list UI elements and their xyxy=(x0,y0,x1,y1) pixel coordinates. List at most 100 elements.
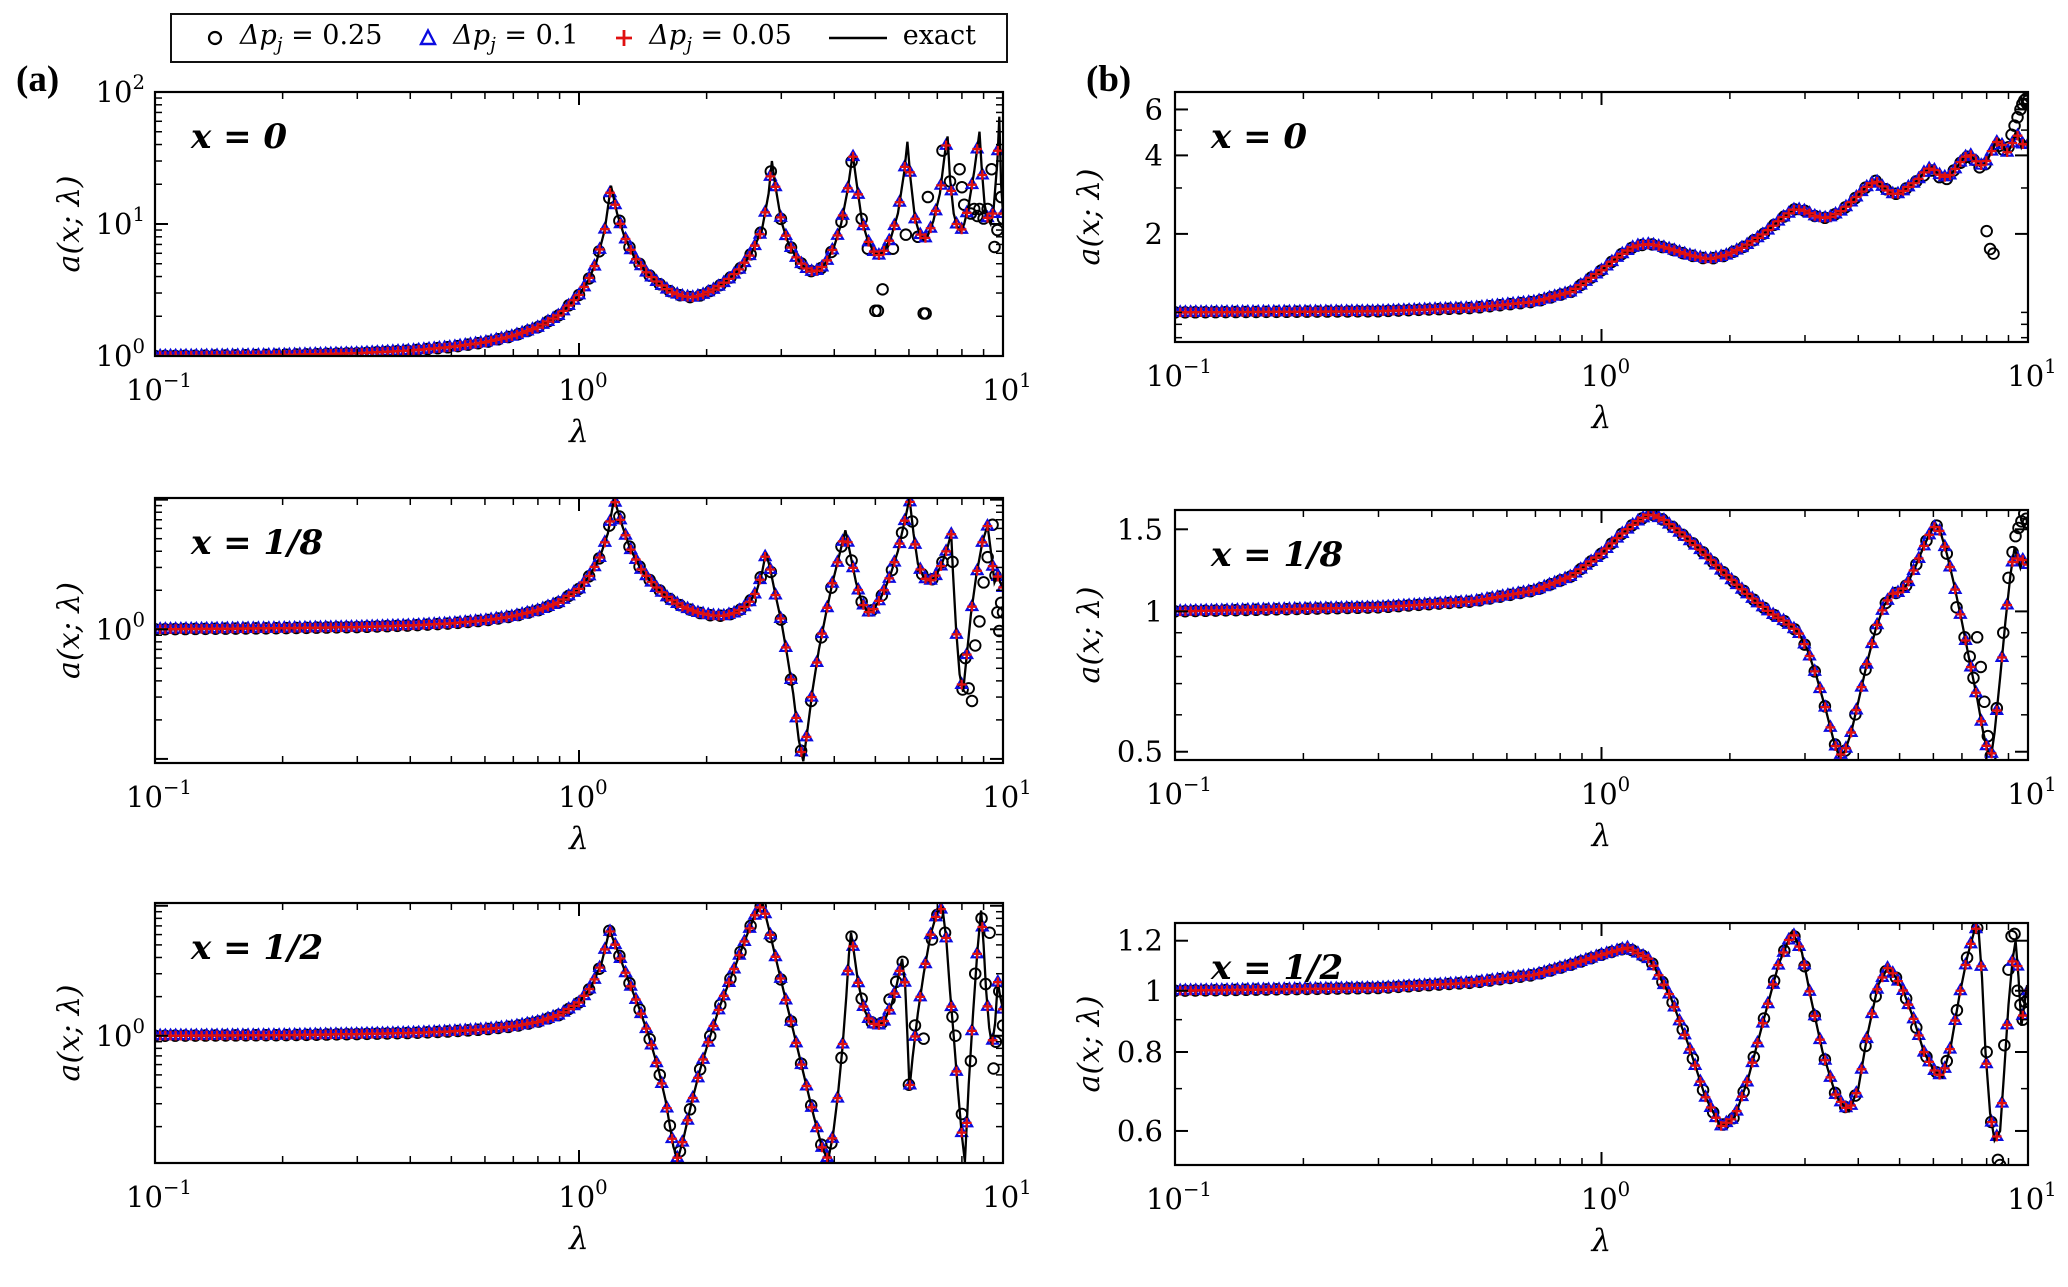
subplot-title: x = 0 xyxy=(190,117,287,157)
legend-label: Δpj = 0.1 xyxy=(453,20,579,56)
tick-label: 100 xyxy=(1581,1178,1630,1216)
tick-label: 10−1 xyxy=(126,776,192,814)
tick-label: 101 xyxy=(982,1176,1031,1214)
tick-label: 10−1 xyxy=(126,369,192,407)
tick-label: 100 xyxy=(558,776,607,814)
plus-series xyxy=(1174,509,2029,760)
tick-labels: 10−1 100 101 100 xyxy=(96,1015,1032,1214)
legend-label: Δpj = 0.05 xyxy=(649,20,792,56)
plot-area xyxy=(154,902,1004,1164)
exact-line xyxy=(154,902,1004,1164)
tick-label: 10−1 xyxy=(1146,773,1212,811)
y-axis-label: a(x; λ) xyxy=(1072,169,1107,266)
tick-label: 100 xyxy=(1581,773,1630,811)
circle-marker-icon xyxy=(207,30,223,46)
plus-series xyxy=(1174,923,2029,1142)
legend-label: Δpj = 0.25 xyxy=(240,20,383,56)
tick-label: 100 xyxy=(558,1176,607,1214)
panel-label-a: (a) xyxy=(16,59,60,100)
tick-label: 100 xyxy=(1581,355,1630,393)
tick-label: 0.5 xyxy=(1117,735,1163,769)
subplot-title: x = 1/2 xyxy=(190,928,323,968)
line-marker-icon xyxy=(828,36,887,40)
tick-labels: 10−1 100 101 1.2 1 0.8 0.6 xyxy=(1117,924,2057,1216)
subplot-title: x = 0 xyxy=(1210,117,1307,157)
exact-line xyxy=(1174,129,2029,314)
plot-area xyxy=(1174,509,2029,761)
tick-label: 1.5 xyxy=(1117,512,1163,546)
plus-series xyxy=(154,902,1004,1163)
tick-labels: 10−1 100 101 6 4 2 xyxy=(1145,92,2057,393)
plus-series xyxy=(154,140,1004,357)
tick-label: 101 xyxy=(982,776,1031,814)
subplot-title: x = 1/8 xyxy=(190,523,323,563)
tick-label: 100 xyxy=(96,608,145,646)
subplot-title: x = 1/2 xyxy=(1210,948,1343,988)
subplot-title: x = 1/8 xyxy=(1210,535,1343,575)
plot-area xyxy=(154,116,1004,357)
y-axis-label: a(x; λ) xyxy=(52,582,87,679)
legend-item-exact: exact xyxy=(825,20,976,55)
tick-label: 0.8 xyxy=(1117,1035,1163,1069)
exact-line xyxy=(154,498,1004,762)
tick-label: 1 xyxy=(1145,974,1163,1008)
tick-label: 6 xyxy=(1145,92,1163,126)
y-axis-label: a(x; λ) xyxy=(52,176,87,273)
triangle-marker-icon xyxy=(419,27,438,46)
subplot-b1: 10−1 100 101 6 4 2 x = 0 λ a(x; λ) xyxy=(1072,90,2057,436)
tick-label: 100 xyxy=(558,369,607,407)
tick-label: 101 xyxy=(96,203,145,241)
y-axis-label: a(x; λ) xyxy=(52,985,87,1082)
axis-ticks xyxy=(1174,923,2029,1165)
tick-label: 101 xyxy=(982,369,1031,407)
triangle-series xyxy=(1174,127,2029,317)
plot-area xyxy=(1174,92,2029,319)
axis-ticks xyxy=(154,91,1004,357)
tick-label: 10−1 xyxy=(1146,355,1212,393)
x-axis-label: λ xyxy=(1590,818,1612,854)
x-axis-label: λ xyxy=(1590,1223,1612,1259)
tick-label: 4 xyxy=(1145,138,1163,172)
plus-series xyxy=(1174,130,2029,318)
panel-label-b: (b) xyxy=(1086,59,1132,100)
plot-area xyxy=(1174,922,2029,1166)
axis-ticks xyxy=(154,903,1004,1163)
plot-area xyxy=(154,497,1004,762)
axis-ticks xyxy=(1174,510,2029,760)
tick-label: 101 xyxy=(2007,773,2056,811)
plus-series xyxy=(154,497,1004,757)
tick-labels: 10−1 100 101 100 xyxy=(96,608,1032,814)
x-axis-label: λ xyxy=(567,414,589,450)
axis-ticks xyxy=(1174,92,2029,342)
tick-label: 101 xyxy=(2007,1178,2056,1216)
legend: Δpj = 0.25 Δpj = 0.1 Δpj = 0.05 exact xyxy=(170,13,1008,63)
triangle-series xyxy=(154,137,1004,357)
subplot-a3: 10−1 100 101 100 x = 1/2 λ a(x; λ) xyxy=(52,901,1032,1257)
axis-ticks xyxy=(154,498,1004,763)
tick-label: 100 xyxy=(96,335,145,373)
tick-label: 102 xyxy=(96,71,145,109)
x-axis-label: λ xyxy=(567,1221,589,1257)
legend-item-dp025: Δpj = 0.25 xyxy=(202,20,383,56)
tick-label: 10−1 xyxy=(126,1176,192,1214)
y-axis-label: a(x; λ) xyxy=(1072,587,1107,684)
subplot-b3: 10−1 100 101 1.2 1 0.8 0.6 x = 1/2 λ a(x; λ) xyxy=(1072,921,2057,1259)
tick-label: 101 xyxy=(2007,355,2056,393)
legend-item-dp01: Δpj = 0.1 xyxy=(415,20,579,56)
subplot-b2: 10−1 100 101 1.5 1 0.5 x = 1/8 λ a(x; λ) xyxy=(1072,508,2057,854)
plus-marker-icon xyxy=(616,29,633,46)
x-axis-label: λ xyxy=(567,821,589,857)
legend-item-dp005: Δpj = 0.05 xyxy=(611,20,792,56)
tick-label: 100 xyxy=(96,1015,145,1053)
legend-label: exact xyxy=(902,20,976,52)
tick-label: 10−1 xyxy=(1146,1178,1212,1216)
subplot-a2: 10−1 100 101 100 x = 1/8 λ a(x; λ) xyxy=(52,496,1032,857)
x-axis-label: λ xyxy=(1590,400,1612,436)
tick-label: 2 xyxy=(1145,217,1163,251)
tick-label: 1.2 xyxy=(1117,924,1163,958)
tick-label: 0.6 xyxy=(1117,1114,1163,1148)
